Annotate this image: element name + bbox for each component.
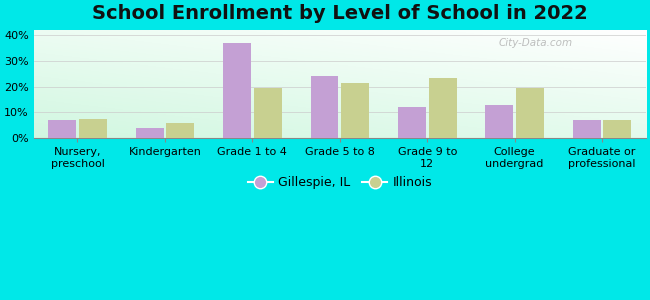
Bar xyxy=(428,78,456,138)
Bar xyxy=(223,43,251,138)
Title: School Enrollment by Level of School in 2022: School Enrollment by Level of School in … xyxy=(92,4,588,23)
Bar xyxy=(311,76,339,138)
Bar xyxy=(166,123,194,138)
Bar xyxy=(341,83,369,138)
Bar xyxy=(573,120,601,138)
Bar xyxy=(486,105,514,138)
Bar xyxy=(516,88,544,138)
Bar xyxy=(254,88,281,138)
Legend: Gillespie, IL, Illinois: Gillespie, IL, Illinois xyxy=(242,171,437,194)
Bar xyxy=(136,128,164,138)
Bar xyxy=(603,120,631,138)
Bar xyxy=(48,120,76,138)
Bar xyxy=(398,107,426,138)
Bar xyxy=(79,119,107,138)
Text: City-Data.com: City-Data.com xyxy=(499,38,573,48)
